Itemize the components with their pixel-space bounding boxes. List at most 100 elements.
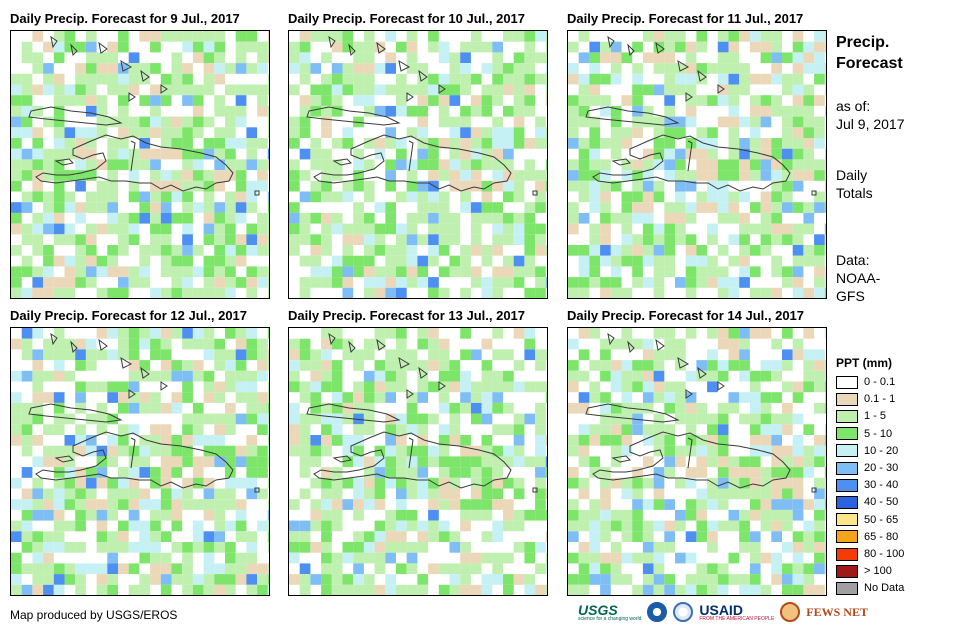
precip-cell [749,287,761,298]
precip-cell [610,116,622,128]
precip-cell [289,349,300,361]
precip-cell [331,552,343,564]
precip-cell [107,223,118,235]
precip-cell [246,477,258,489]
precip-cell [150,531,161,542]
precip-cell [653,520,665,532]
precip-cell [632,63,643,74]
precip-cell [470,159,482,171]
precip-cell [749,445,761,457]
precip-cell [642,574,654,585]
precip-cell [214,338,225,350]
precip-cell [64,287,76,298]
precip-cell [225,424,236,435]
precip-cell [64,127,76,138]
precip-cell [396,370,407,382]
precip-cell [171,435,183,446]
precip-cell [417,456,429,468]
precip-cell [11,138,22,149]
precip-cell [513,170,525,181]
precip-cell [160,328,172,339]
noaa-seal-icon [647,602,668,622]
precip-cell [739,191,750,203]
precip-cell [43,424,54,435]
precip-cell [107,52,118,64]
precip-cell [600,245,611,256]
precip-cell [267,563,269,575]
precip-cell [524,234,536,245]
precip-cell [696,127,708,138]
precip-cell [792,234,804,245]
precip-cell [824,159,826,171]
precip-cell [600,338,611,350]
precip-cell [545,180,547,192]
precip-cell [600,488,611,500]
precip-cell [749,245,761,256]
precip-cell [11,73,22,85]
usgs-logo: USGS science for a changing world [578,603,641,622]
precip-cell [267,223,269,235]
precip-cell [139,148,151,160]
bahamas-island-outline [70,43,78,57]
precip-cell [717,116,729,128]
precip-cell [470,467,482,478]
precip-cell [160,180,172,192]
precip-cell [792,531,804,542]
precip-cell [803,84,815,96]
precip-cell [385,467,396,478]
precip-cell [460,542,471,553]
precip-cell [374,552,386,564]
precip-cell [782,402,793,414]
precip-cell [107,488,118,500]
precip-cell [363,552,375,564]
precip-cell [396,84,407,96]
precip-cell [653,328,665,339]
bahamas-island-outline [50,332,58,346]
precip-cell [685,477,697,489]
precip-cell [406,63,418,74]
precip-cell [696,266,708,278]
precip-cell [717,266,729,278]
precip-cell [513,445,525,457]
precip-cell [814,63,825,74]
precip-cell [578,574,590,585]
precip-cell [353,435,364,446]
precip-cell [653,116,665,128]
precip-cell [824,552,826,564]
precip-cell [824,202,826,213]
precip-cell [632,234,643,245]
precip-cell [321,381,332,393]
precip-cell [118,266,129,278]
precip-cell [600,360,611,371]
precip-cell [492,180,503,192]
precip-cell [128,63,140,74]
precip-cell [363,138,375,149]
precip-cell [513,127,525,138]
precip-cell [621,159,633,171]
precip-cell [406,84,418,96]
precip-cell [11,170,22,181]
precip-cell [739,328,750,339]
precip-cell [85,148,97,160]
gonave-island-outline [611,158,632,166]
precip-cell [568,338,579,350]
precip-cell [374,445,386,457]
precip-cell [353,255,364,267]
totals-line2: Totals [836,185,873,201]
precip-cell [460,159,471,171]
precip-cell [685,245,697,256]
precip-cell [214,212,225,224]
precip-cell [182,328,193,339]
precip-cell [438,95,450,106]
precip-cell [214,223,225,235]
precip-cell [128,542,140,553]
precip-cell [717,360,729,371]
precip-cell [11,202,22,213]
precip-cell [524,52,536,64]
precip-cell [782,73,793,85]
precip-cell [535,234,546,245]
precip-cell [503,191,514,203]
precip-cell [385,180,396,192]
precip-cell [460,116,471,128]
precip-cell [342,180,354,192]
